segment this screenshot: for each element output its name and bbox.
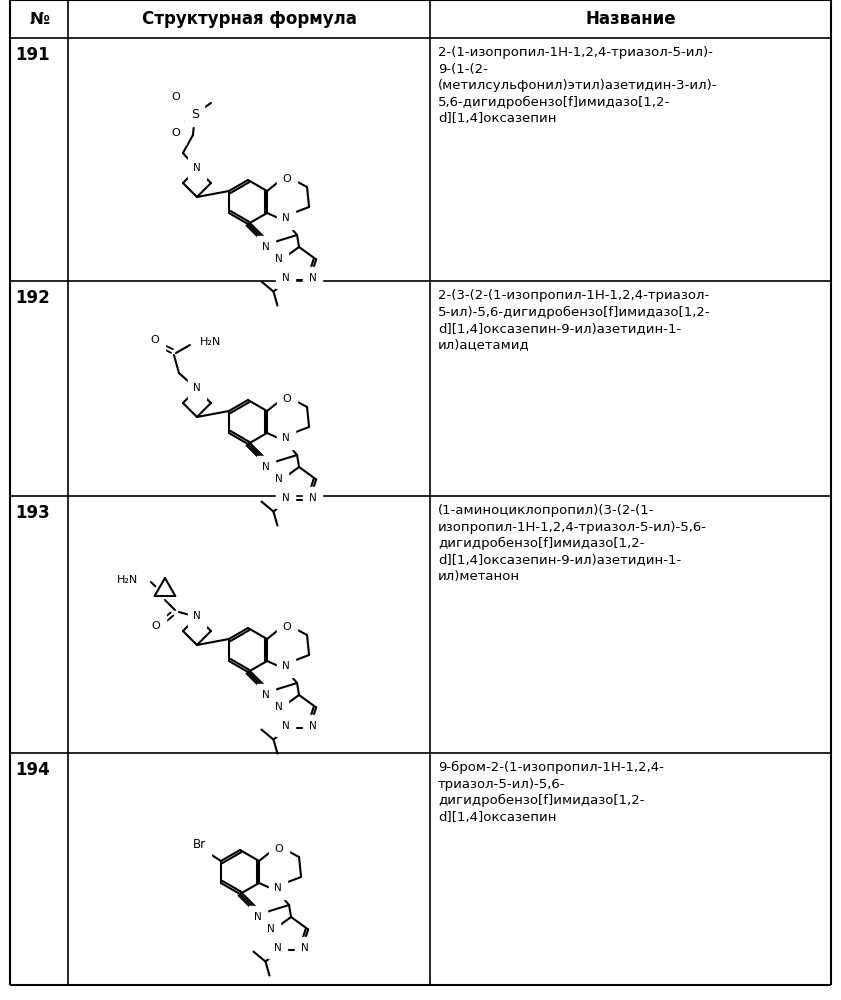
Text: N: N bbox=[262, 690, 270, 700]
Text: 2-(1-изопропил-1H-1,2,4-триазол-5-ил)-
9-(1-(2-
(метилсульфонил)этил)азетидин-3-: 2-(1-изопропил-1H-1,2,4-триазол-5-ил)- 9… bbox=[438, 46, 717, 125]
Text: N: N bbox=[273, 943, 282, 953]
Text: (1-аминоциклопропил)(3-(2-(1-
изопропил-1H-1,2,4-триазол-5-ил)-5,6-
дигидробензо: (1-аминоциклопропил)(3-(2-(1- изопропил-… bbox=[438, 504, 707, 583]
Text: N: N bbox=[283, 213, 290, 223]
Text: 193: 193 bbox=[15, 504, 50, 522]
Text: H₂N: H₂N bbox=[200, 337, 221, 347]
Text: N: N bbox=[262, 462, 270, 472]
Text: Название: Название bbox=[585, 10, 676, 28]
Text: N: N bbox=[275, 474, 283, 484]
Text: O: O bbox=[283, 622, 292, 632]
Text: N: N bbox=[283, 433, 290, 443]
Text: O: O bbox=[172, 128, 180, 138]
Text: N: N bbox=[254, 912, 262, 922]
Text: S: S bbox=[191, 107, 199, 120]
Text: 191: 191 bbox=[15, 46, 50, 64]
Text: N: N bbox=[267, 924, 275, 934]
Text: 194: 194 bbox=[15, 761, 50, 779]
Text: H₂N: H₂N bbox=[117, 575, 138, 585]
Text: №: № bbox=[29, 10, 49, 28]
Text: N: N bbox=[275, 702, 283, 712]
Text: O: O bbox=[283, 174, 292, 184]
Text: N: N bbox=[309, 273, 316, 283]
Text: Br: Br bbox=[193, 838, 205, 852]
Text: N: N bbox=[193, 611, 201, 621]
Text: N: N bbox=[309, 721, 316, 731]
Text: N: N bbox=[309, 493, 316, 503]
Text: 9-бром-2-(1-изопропил-1H-1,2,4-
триазол-5-ил)-5,6-
дигидробензо[f]имидазо[1,2-
d: 9-бром-2-(1-изопропил-1H-1,2,4- триазол-… bbox=[438, 761, 664, 824]
Text: N: N bbox=[282, 721, 289, 731]
Text: N: N bbox=[193, 383, 201, 393]
Text: N: N bbox=[283, 661, 290, 671]
Text: O: O bbox=[283, 394, 292, 404]
Text: N: N bbox=[282, 493, 289, 503]
Text: N: N bbox=[274, 883, 282, 893]
Text: N: N bbox=[282, 273, 289, 283]
Text: O: O bbox=[172, 92, 180, 102]
Text: Структурная формула: Структурная формула bbox=[141, 10, 357, 28]
Text: O: O bbox=[151, 335, 159, 345]
Text: O: O bbox=[275, 844, 283, 854]
Text: 2-(3-(2-(1-изопропил-1H-1,2,4-триазол-
5-ил)-5,6-дигидробензо[f]имидазо[1,2-
d][: 2-(3-(2-(1-изопропил-1H-1,2,4-триазол- 5… bbox=[438, 289, 711, 352]
Text: O: O bbox=[151, 621, 161, 631]
Text: N: N bbox=[275, 254, 283, 264]
Text: N: N bbox=[301, 943, 309, 953]
Text: N: N bbox=[262, 242, 270, 252]
Text: 192: 192 bbox=[15, 289, 50, 307]
Text: N: N bbox=[193, 163, 201, 173]
